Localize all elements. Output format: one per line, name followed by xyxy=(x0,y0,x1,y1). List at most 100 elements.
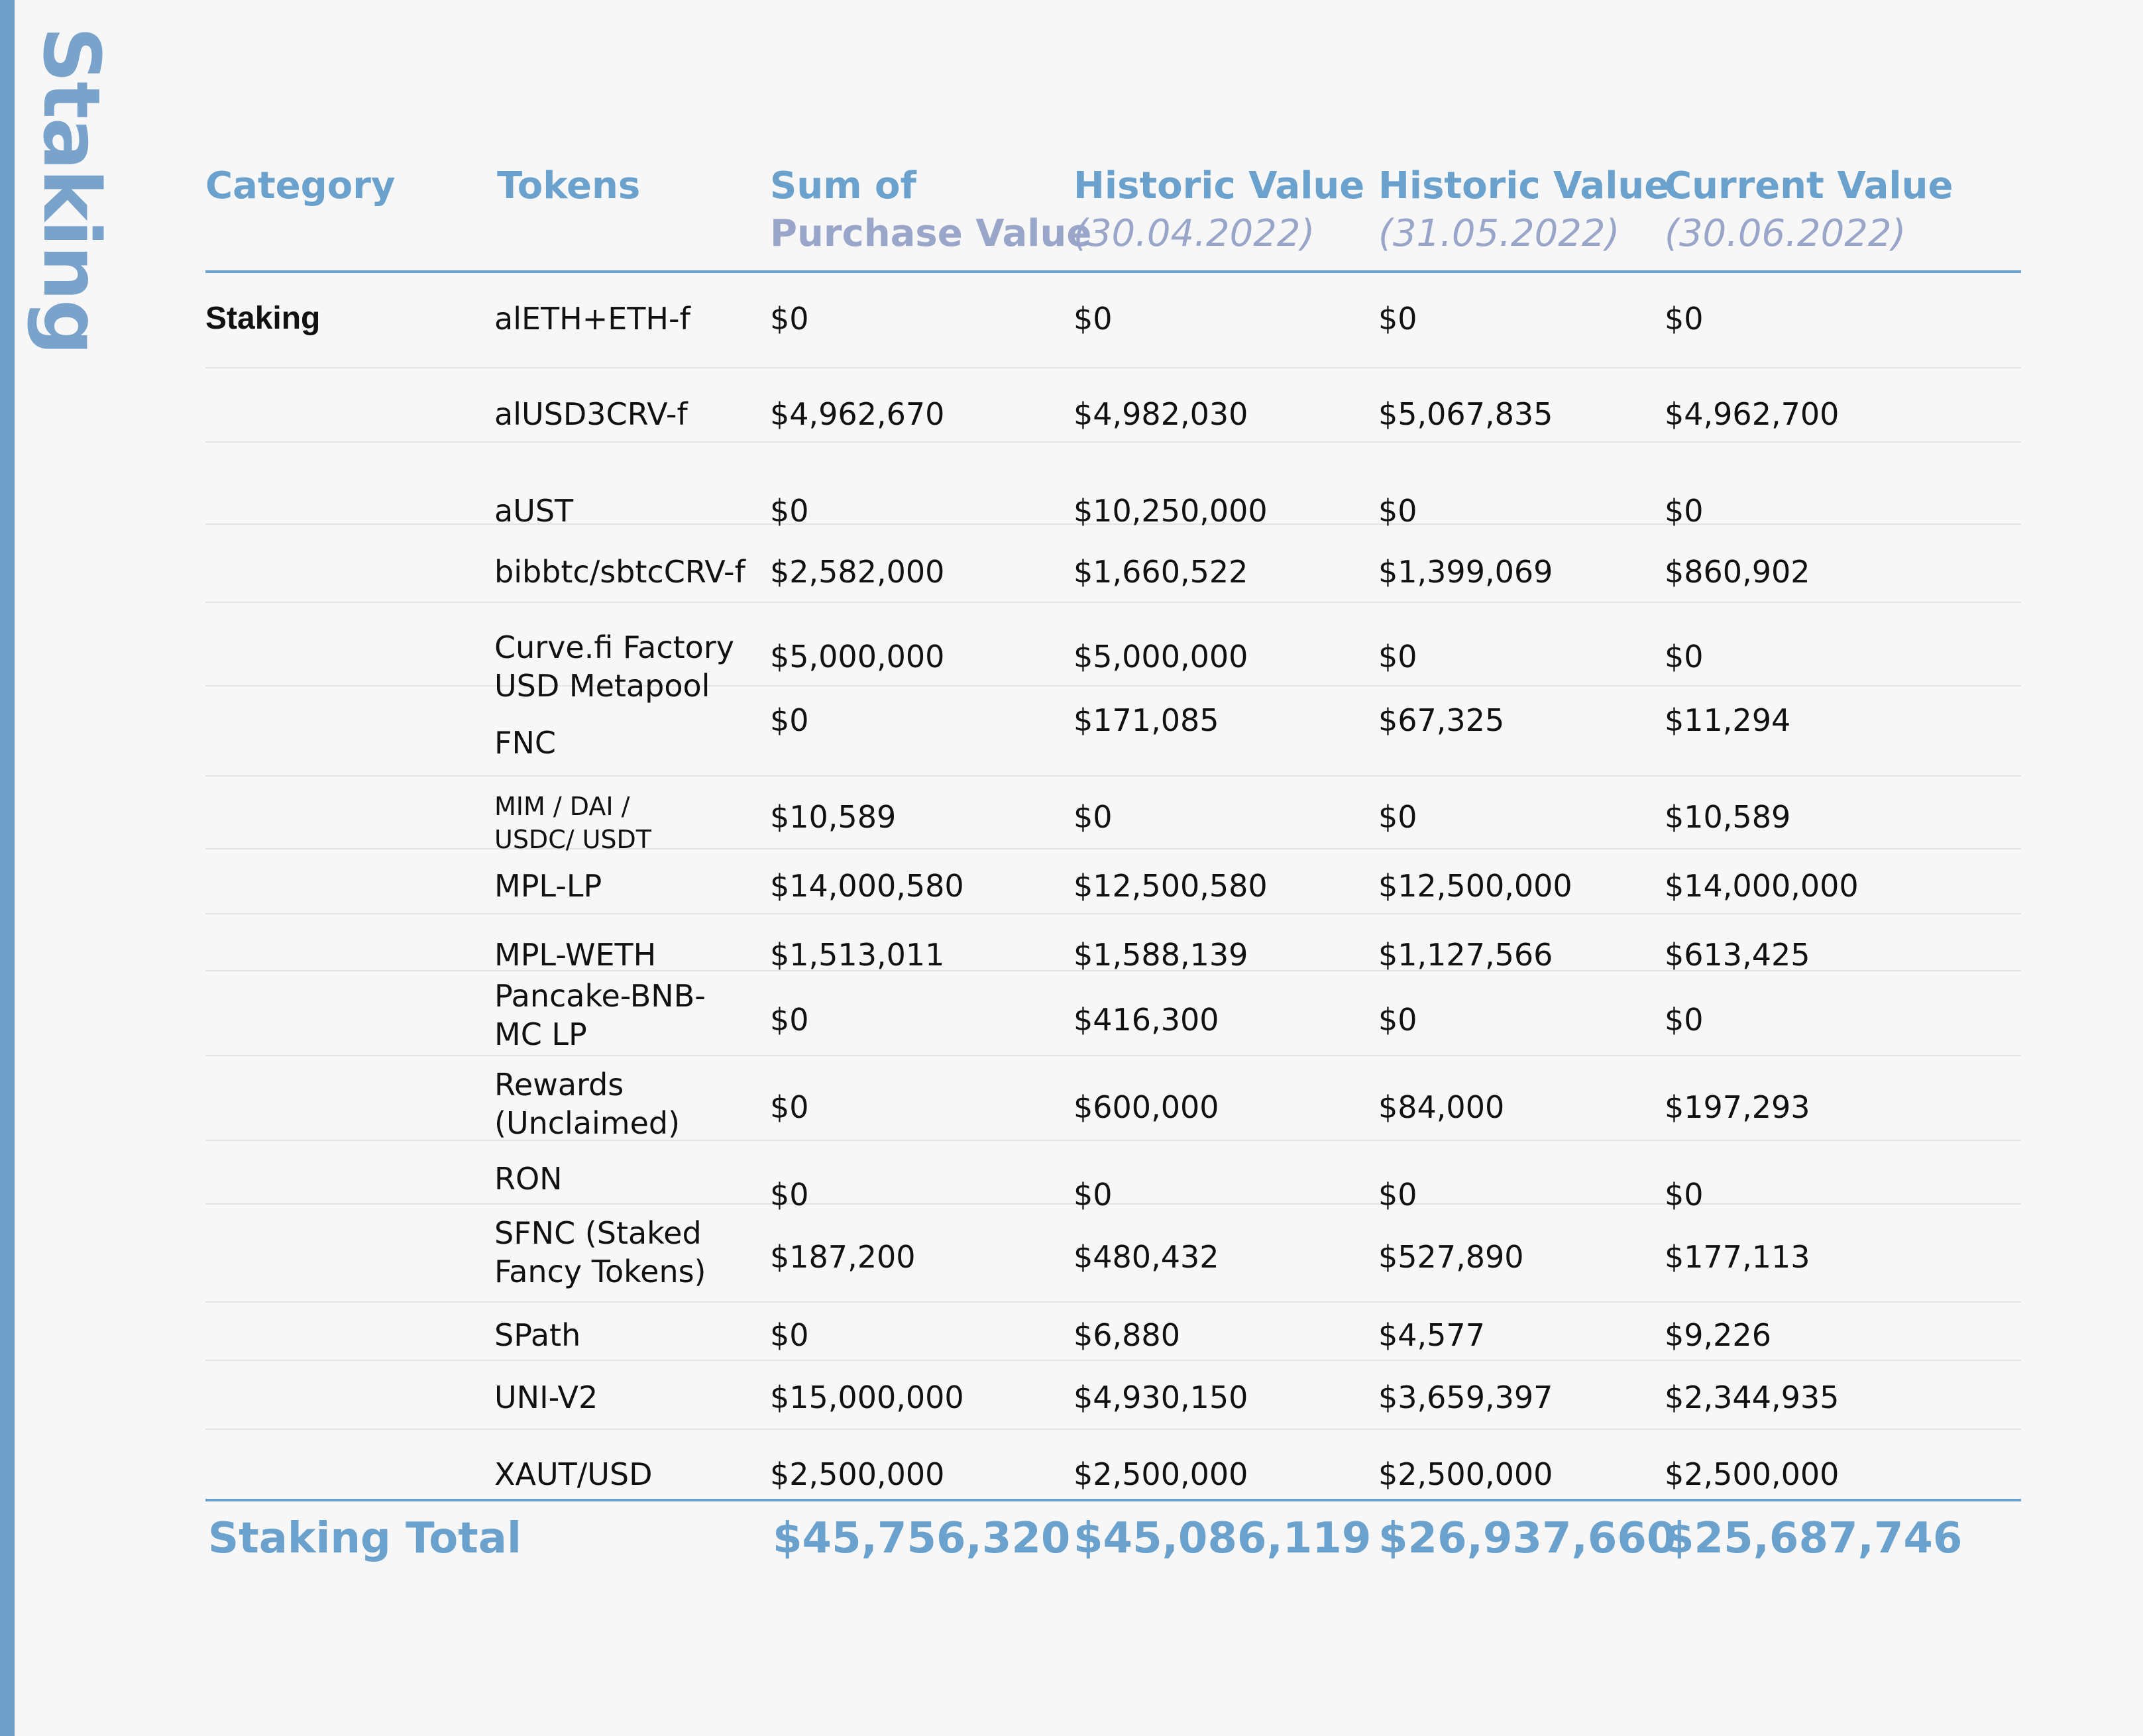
value-cell-hist1: $6,880 xyxy=(1073,1317,1180,1353)
token-cell: MPL-WETH xyxy=(494,937,657,973)
token-cell: alUSD3CRV-f xyxy=(494,396,688,432)
value-cell-hist2: $4,577 xyxy=(1378,1317,1485,1353)
value-cell-purchase: $0 xyxy=(770,1317,809,1353)
value-cell-hist2: $12,500,000 xyxy=(1378,868,1572,904)
table-row: MPL-LP $14,000,580 $12,500,580 $12,500,000 $… xyxy=(205,849,2021,914)
value-cell-hist1: $0 xyxy=(1073,799,1113,835)
table-row: UNI-V2 $15,000,000 $4,930,150 $3,659,397 $2,… xyxy=(205,1361,2021,1430)
value-cell-purchase: $14,000,580 xyxy=(770,868,964,904)
header-category: Category xyxy=(205,164,396,207)
table-row: SFNC (Staked Fancy Tokens) $187,200 $480,43… xyxy=(205,1205,2021,1303)
value-cell-hist2: $5,067,835 xyxy=(1378,396,1553,432)
table-row: aUST $0 $10,250,000 $0 $0 xyxy=(205,443,2021,529)
value-cell-hist1: $1,588,139 xyxy=(1073,937,1248,973)
value-cell-hist2: $67,325 xyxy=(1378,702,1505,738)
table-row: Curve.fi Factory USD Metapool $5,000,000 $5… xyxy=(205,603,2021,704)
token-cell: UNI-V2 xyxy=(494,1380,598,1415)
table-row: alUSD3CRV-f $4,962,670 $4,982,030 $5,067,83… xyxy=(205,368,2021,443)
value-cell-current: $2,500,000 xyxy=(1665,1456,1840,1492)
value-cell-hist2: $0 xyxy=(1378,493,1417,529)
table-row: RON $0 $0 $0 $0 xyxy=(205,1141,2021,1213)
value-cell-hist1: $0 xyxy=(1073,301,1113,337)
value-cell-purchase: $1,513,011 xyxy=(770,937,945,973)
total-label: Staking Total xyxy=(208,1514,522,1563)
total-purchase: $45,756,320 xyxy=(773,1514,1071,1563)
value-cell-purchase: $0 xyxy=(770,493,809,529)
value-cell-purchase: $2,582,000 xyxy=(770,554,945,590)
value-cell-hist2: $2,500,000 xyxy=(1378,1456,1553,1492)
value-cell-hist2: $0 xyxy=(1378,1002,1417,1038)
value-cell-purchase: $4,962,670 xyxy=(770,396,945,432)
total-historic-1: $45,086,119 xyxy=(1073,1514,1372,1563)
value-cell-hist2: $84,000 xyxy=(1378,1089,1505,1125)
value-cell-hist1: $0 xyxy=(1073,1177,1113,1213)
value-cell-purchase: $2,500,000 xyxy=(770,1456,945,1492)
value-cell-hist1: $12,500,580 xyxy=(1073,868,1268,904)
header-tokens: Tokens xyxy=(497,164,641,207)
token-cell: aUST xyxy=(494,493,574,529)
value-cell-current: $197,293 xyxy=(1665,1089,1810,1125)
header-historic-1: Historic Value (30.04.2022) xyxy=(1073,164,1365,255)
total-current: $25,687,746 xyxy=(1665,1514,1963,1563)
value-cell-purchase: $0 xyxy=(770,702,809,738)
total-historic-2: $26,937,660 xyxy=(1378,1514,1676,1563)
value-cell-hist2: $1,399,069 xyxy=(1378,554,1553,590)
table-row: Pancake-BNB- MC LP $0 $416,300 $0 $0 xyxy=(205,971,2021,1056)
value-cell-purchase: $0 xyxy=(770,1177,809,1213)
token-cell: FNC xyxy=(494,725,556,761)
value-cell-hist2: $0 xyxy=(1378,639,1417,675)
token-cell: SPath xyxy=(494,1317,581,1353)
value-cell-current: $0 xyxy=(1665,1002,1704,1038)
header-rule xyxy=(205,270,2021,273)
token-cell: bibbtc/sbtcCRV-f xyxy=(494,554,745,590)
header-purchase: Sum of Purchase Value xyxy=(770,164,1092,255)
value-cell-hist2: $0 xyxy=(1378,301,1417,337)
value-cell-current: $860,902 xyxy=(1665,554,1810,590)
table-row: MIM / DAI / USDC/ USDT $10,589 $0 $0 $10,589 xyxy=(205,777,2021,854)
token-cell: RON xyxy=(494,1161,563,1197)
section-title: Staking xyxy=(26,27,117,354)
value-cell-current: $4,962,700 xyxy=(1665,396,1840,432)
table-header: Category Tokens Sum of Purchase Value Hi… xyxy=(205,162,2021,268)
value-cell-purchase: $0 xyxy=(770,1089,809,1125)
token-cell: Pancake-BNB- MC LP xyxy=(494,978,706,1052)
header-historic-2: Historic Value (31.05.2022) xyxy=(1378,164,1670,255)
value-cell-purchase: $0 xyxy=(770,301,809,337)
value-cell-current: $10,589 xyxy=(1665,799,1791,835)
value-cell-current: $177,113 xyxy=(1665,1239,1810,1275)
value-cell-purchase: $15,000,000 xyxy=(770,1380,964,1415)
table-row: SPath $0 $6,880 $4,577 $9,226 xyxy=(205,1303,2021,1361)
token-cell: SFNC (Staked Fancy Tokens) xyxy=(494,1215,706,1289)
table-row: MPL-WETH $1,513,011 $1,588,139 $1,127,566 $6… xyxy=(205,914,2021,973)
value-cell-hist1: $5,000,000 xyxy=(1073,639,1248,675)
header-current: Current Value (30.06.2022) xyxy=(1665,164,1953,255)
value-cell-current: $0 xyxy=(1665,493,1704,529)
value-cell-current: $613,425 xyxy=(1665,937,1810,973)
token-cell: XAUT/USD xyxy=(494,1456,653,1492)
value-cell-hist1: $4,982,030 xyxy=(1073,396,1248,432)
value-cell-current: $11,294 xyxy=(1665,702,1791,738)
left-accent-bar xyxy=(0,0,15,1736)
value-cell-current: $0 xyxy=(1665,639,1704,675)
value-cell-hist1: $4,930,150 xyxy=(1073,1380,1248,1415)
total-rule xyxy=(205,1499,2021,1501)
value-cell-current: $9,226 xyxy=(1665,1317,1771,1353)
value-cell-hist1: $600,000 xyxy=(1073,1089,1219,1125)
value-cell-current: $2,344,935 xyxy=(1665,1380,1840,1415)
table-row: Staking alETH+ETH-f $0 $0 $0 $0 xyxy=(205,273,2021,368)
value-cell-purchase: $187,200 xyxy=(770,1239,916,1275)
value-cell-current: $14,000,000 xyxy=(1665,868,1859,904)
value-cell-hist2: $0 xyxy=(1378,1177,1417,1213)
value-cell-purchase: $5,000,000 xyxy=(770,639,945,675)
value-cell-hist2: $3,659,397 xyxy=(1378,1380,1553,1415)
category-cell: Staking xyxy=(205,301,321,336)
table-row: FNC $0 $171,085 $67,325 $11,294 xyxy=(205,686,2021,777)
value-cell-purchase: $10,589 xyxy=(770,799,897,835)
value-cell-current: $0 xyxy=(1665,301,1704,337)
value-cell-hist1: $480,432 xyxy=(1073,1239,1219,1275)
token-cell: Rewards (Unclaimed) xyxy=(494,1067,681,1141)
token-cell: alETH+ETH-f xyxy=(494,301,690,337)
value-cell-hist2: $1,127,566 xyxy=(1378,937,1553,973)
value-cell-current: $0 xyxy=(1665,1177,1704,1213)
value-cell-hist1: $10,250,000 xyxy=(1073,493,1268,529)
